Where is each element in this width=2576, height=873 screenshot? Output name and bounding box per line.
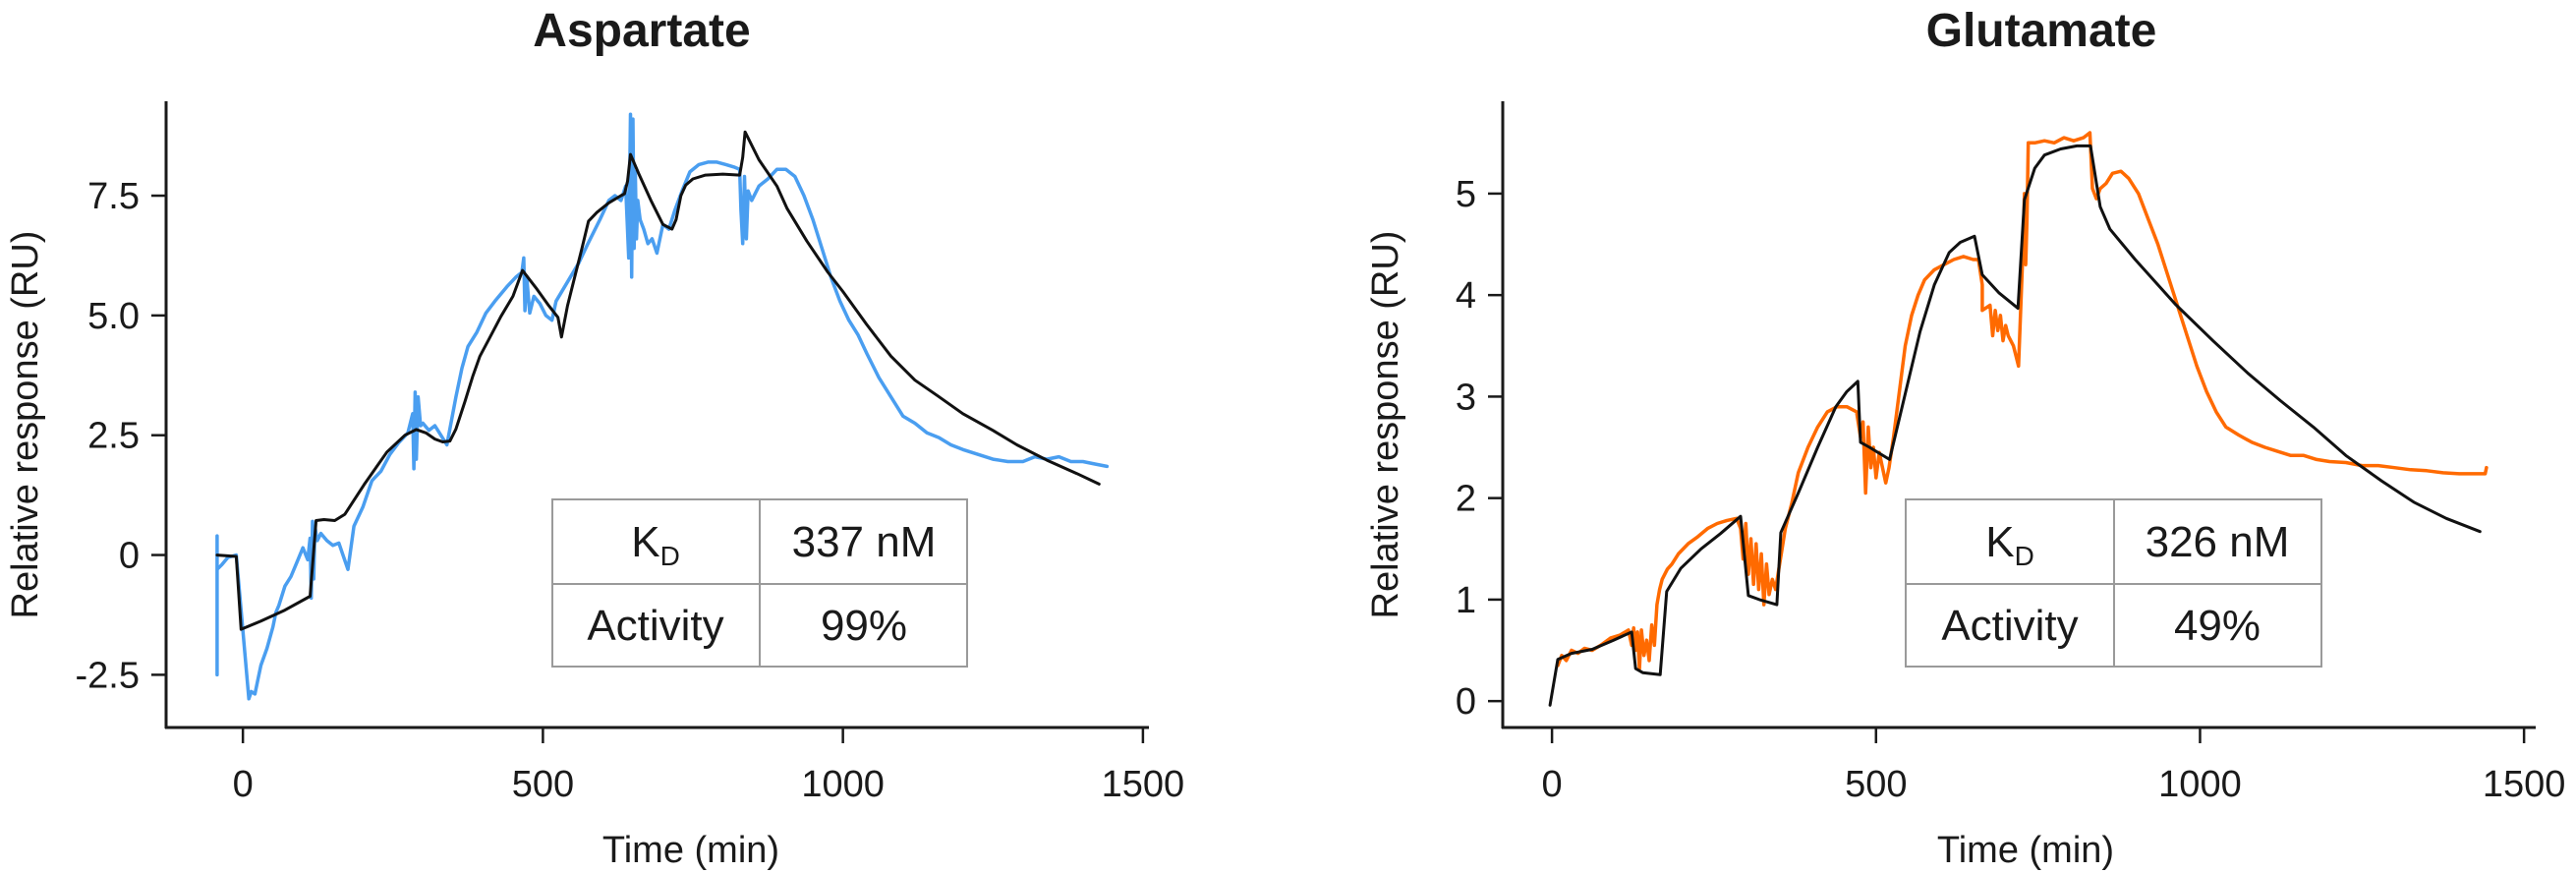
x-axis-label: Time (min)	[1937, 830, 2114, 871]
aspartate-panel: Aspartate Relative response (RU) Time (m…	[5, 5, 1184, 871]
x-ticks: 0 500 1000 1500	[233, 728, 1185, 805]
y-tick-label: 0	[119, 536, 140, 577]
chart-title: Aspartate	[533, 5, 750, 57]
y-tick-label: -2.5	[76, 655, 140, 696]
y-ticks: 0 1 2 3 4 5	[1456, 174, 1503, 723]
x-tick-label: 0	[1542, 764, 1563, 805]
y-tick-label: 5.0	[87, 296, 140, 337]
table-cell-kd-value: 337 nM	[792, 518, 937, 566]
table-cell-kd-value: 326 nM	[2146, 518, 2290, 566]
series-line-measured	[1556, 131, 2489, 670]
table-cell-activity-value: 49%	[2174, 602, 2261, 650]
y-axis-label: Relative response (RU)	[5, 231, 46, 619]
y-axis-label: Relative response (RU)	[1365, 231, 1406, 619]
x-tick-label: 1000	[2158, 764, 2242, 805]
y-tick-label: 4	[1456, 275, 1476, 317]
series-group	[1548, 131, 2489, 707]
chart-title: Glutamate	[1926, 5, 2157, 57]
x-tick-label: 500	[512, 764, 574, 805]
x-tick-label: 1500	[2483, 764, 2566, 805]
x-tick-label: 1500	[1102, 764, 1185, 805]
table-cell-kd-label: KD	[631, 518, 680, 571]
kd-subscript: D	[2015, 541, 2034, 571]
kd-symbol: K	[631, 518, 659, 566]
stats-table: KD 326 nM Activity 49%	[1905, 498, 2322, 668]
table-cell-activity-label: Activity	[587, 602, 723, 650]
y-tick-label: 3	[1456, 377, 1476, 418]
y-tick-label: 5	[1456, 174, 1476, 215]
y-tick-label: 2	[1456, 479, 1476, 520]
x-tick-label: 500	[1845, 764, 1907, 805]
kd-subscript: D	[660, 541, 680, 571]
x-axis-label: Time (min)	[602, 830, 779, 871]
table-cell-kd-label: KD	[1985, 518, 2034, 571]
series-line-fit	[1548, 144, 2482, 707]
x-tick-label: 1000	[801, 764, 885, 805]
series-group	[215, 112, 1110, 701]
y-tick-label: 2.5	[87, 416, 140, 457]
table-cell-activity-value: 99%	[821, 602, 907, 650]
y-tick-label: 0	[1456, 681, 1476, 723]
series-line-fit	[215, 130, 1101, 631]
y-tick-label: 7.5	[87, 176, 140, 217]
glutamate-panel: Glutamate Relative response (RU) Time (m…	[1365, 5, 2565, 871]
x-tick-label: 0	[233, 764, 254, 805]
kd-symbol: K	[1985, 518, 2014, 566]
y-ticks: -2.5 0 2.5 5.0 7.5	[76, 176, 166, 696]
y-tick-label: 1	[1456, 580, 1476, 621]
x-ticks: 0 500 1000 1500	[1542, 728, 2566, 805]
table-cell-activity-label: Activity	[1941, 602, 2078, 650]
stats-table: KD 337 nM Activity 99%	[551, 498, 968, 668]
